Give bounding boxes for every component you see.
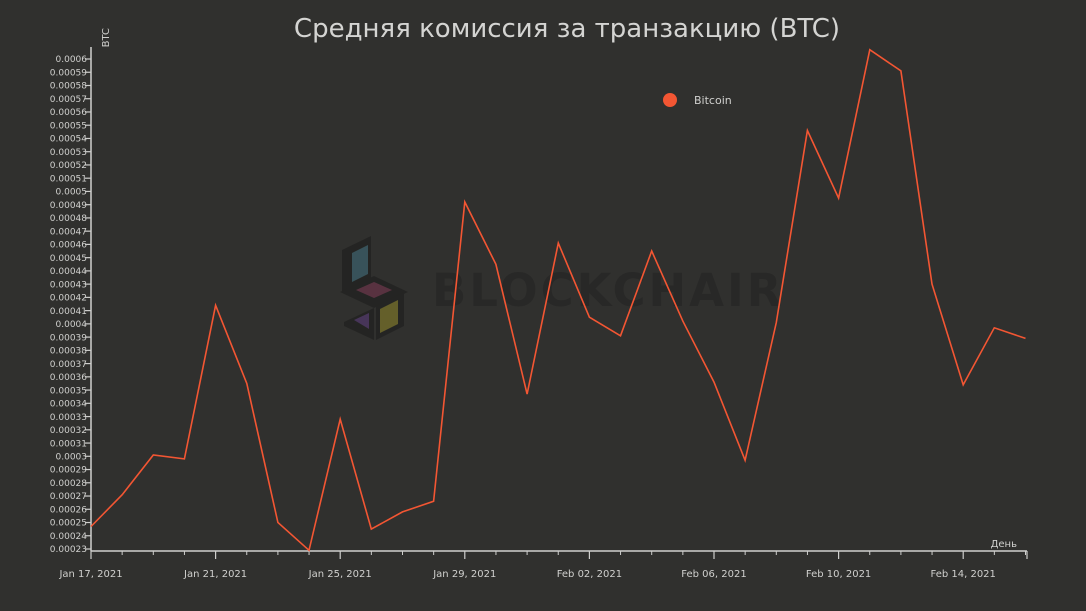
x-axis-ticks: Jan 17, 2021 Jan 21, 2021 Jan 25, 2021 Jan … [58, 551, 1028, 580]
y-tick-label: 0.00054 [50, 135, 87, 145]
y-axis-ticks: 0.00023 0.00024 0.00025 0.00026 0.00027 0.000… [50, 55, 91, 555]
y-tick-label: 0.00055 [50, 121, 87, 131]
y-tick-label: 0.0006 [56, 55, 88, 65]
y-tick-label: 0.00038 [50, 347, 87, 357]
y-tick-label: 0.00031 [50, 439, 87, 449]
y-tick-label: 0.00041 [50, 307, 87, 317]
y-tick-label: 0.00049 [50, 201, 87, 211]
series-layer [90, 48, 1026, 552]
blockchair-logo-icon [340, 236, 408, 340]
x-tick-label: Feb 02, 2021 [557, 569, 622, 580]
x-tick-label: Jan 29, 2021 [432, 569, 496, 580]
y-tick-label: 0.00053 [50, 148, 87, 158]
y-tick-label: 0.00058 [50, 82, 87, 92]
y-tick-label: 0.00036 [50, 373, 87, 383]
y-tick-label: 0.00035 [50, 386, 87, 396]
y-tick-label: 0.00056 [50, 108, 87, 118]
x-tick-label: Jan 17, 2021 [58, 569, 122, 580]
series-line-bitcoin [90, 48, 1026, 552]
y-tick-label: 0.00034 [50, 400, 87, 410]
y-tick-label: 0.0003 [56, 452, 88, 462]
y-tick-label: 0.00033 [50, 413, 87, 423]
y-tick-label: 0.00045 [50, 254, 87, 264]
y-tick-label: 0.00057 [50, 95, 87, 105]
y-tick-label: 0.00032 [50, 426, 87, 436]
y-tick-label: 0.00037 [50, 360, 87, 370]
y-tick-label: 0.00052 [50, 161, 87, 171]
y-tick-label: 0.00023 [50, 545, 87, 555]
legend-label-bitcoin: Bitcoin [694, 94, 732, 107]
y-tick-label: 0.00029 [50, 466, 87, 476]
y-tick-label: 0.00025 [50, 519, 87, 529]
y-tick-label: 0.00024 [50, 532, 87, 542]
legend[interactable]: Bitcoin [663, 93, 732, 107]
y-tick-label: 0.00044 [50, 267, 87, 277]
y-tick-label: 0.00047 [50, 227, 87, 237]
y-tick-label: 0.00051 [50, 174, 87, 184]
y-tick-label: 0.00059 [50, 68, 87, 78]
y-tick-label: 0.00028 [50, 479, 87, 489]
y-tick-label: 0.00026 [50, 505, 87, 515]
y-tick-label: 0.00046 [50, 241, 87, 251]
y-tick-label: 0.00048 [50, 214, 87, 224]
legend-marker-icon [663, 93, 677, 107]
watermark: BLOCKCHAIR [340, 236, 784, 340]
x-tick-label: Feb 14, 2021 [930, 569, 995, 580]
x-tick-label: Feb 06, 2021 [681, 569, 746, 580]
y-tick-label: 0.00027 [50, 492, 87, 502]
y-tick-label: 0.00042 [50, 294, 87, 304]
y-tick-label: 0.0005 [56, 188, 88, 198]
y-tick-label: 0.0004 [56, 320, 88, 330]
x-axis-label: День [991, 539, 1018, 550]
chart-title: Средняя комиссия за транзакцию (BTC) [294, 14, 840, 44]
y-axis-label: BTC [101, 28, 112, 47]
y-tick-label: 0.00043 [50, 280, 87, 290]
watermark-text: BLOCKCHAIR [432, 264, 784, 317]
y-tick-label: 0.00039 [50, 333, 87, 343]
x-tick-label: Jan 21, 2021 [183, 569, 247, 580]
x-tick-label: Feb 10, 2021 [806, 569, 871, 580]
x-tick-label: Jan 25, 2021 [308, 569, 372, 580]
